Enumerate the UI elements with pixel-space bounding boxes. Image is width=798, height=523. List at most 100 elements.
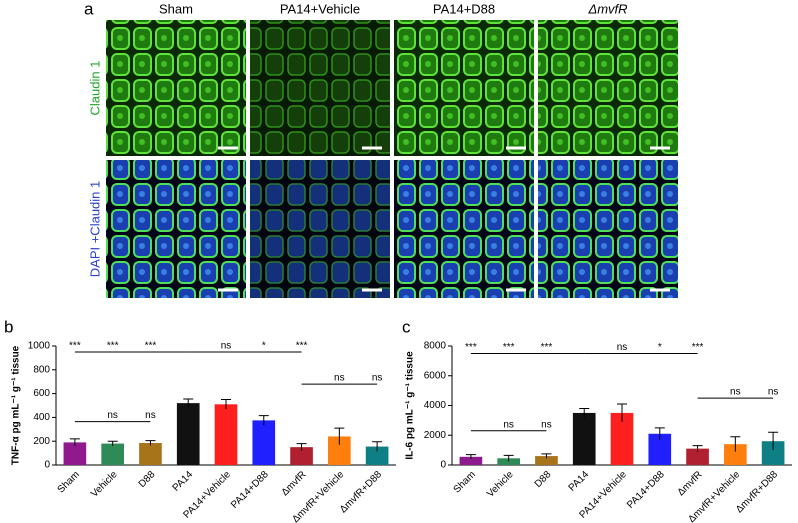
x-tick-label: PA14 (171, 469, 196, 494)
bar (365, 446, 389, 465)
row-label: DAPI +Claudin 1 (87, 181, 102, 277)
error-bar (579, 407, 590, 418)
bar (648, 433, 672, 465)
bar (214, 404, 238, 465)
image (538, 20, 678, 156)
significance-label: ns (221, 341, 232, 352)
error-bar (730, 436, 741, 452)
error-bar (69, 438, 80, 446)
image (394, 20, 534, 156)
bar (497, 458, 520, 465)
error-bar (617, 403, 627, 422)
error-bar (692, 445, 703, 452)
significance-label: *** (503, 342, 515, 353)
x-tick-label: D88 (533, 469, 554, 490)
x-tick-label: PA14+D88 (229, 469, 271, 511)
bar (459, 456, 483, 465)
bar (290, 447, 313, 465)
y-tick-label: 2000 (424, 430, 447, 441)
bar (139, 442, 162, 465)
column-header: PA14+Vehicle (280, 1, 360, 16)
error-bar (541, 453, 552, 459)
significance-label: ns (730, 387, 741, 398)
bar (686, 448, 709, 465)
bar (176, 403, 200, 465)
y-axis-label: TNF-α pg mL⁻¹ g⁻¹ tissue (11, 345, 22, 465)
x-tick-label: PA14+D88 (625, 469, 667, 511)
significance-label: *** (69, 341, 81, 352)
significance-label: *** (465, 342, 477, 353)
error-bar (465, 454, 476, 460)
significance-label: *** (107, 341, 119, 352)
x-tick-label: ΔmvfR (676, 469, 705, 498)
bar (535, 456, 558, 465)
image (538, 160, 678, 298)
image (106, 160, 246, 298)
x-tick-label: Vehicle (89, 469, 120, 500)
error-bar (372, 441, 383, 452)
bar (328, 436, 351, 465)
bar (101, 443, 124, 465)
error-bar (107, 440, 118, 446)
x-tick-label: D88 (137, 469, 158, 490)
significance-label: *** (692, 342, 704, 353)
bar (761, 441, 785, 465)
x-tick-label: ΔmvfR (280, 469, 309, 498)
column-header: ΔmvfR (587, 1, 627, 16)
x-tick-label: PA14 (567, 469, 592, 494)
column-header: PA14+D88 (433, 1, 495, 16)
y-tick-label: 0 (44, 460, 50, 471)
error-bar (768, 431, 779, 451)
y-tick-label: 0 (440, 460, 446, 471)
y-tick-label: 400 (33, 412, 50, 423)
column-header: Sham (159, 1, 193, 16)
y-tick-label: 800 (33, 364, 50, 375)
error-bar (221, 399, 231, 410)
bar (610, 412, 634, 465)
significance-label: *** (541, 342, 553, 353)
significance-label: ns (107, 410, 118, 421)
image (394, 160, 534, 298)
y-tick-label: 6000 (424, 370, 447, 381)
bar (252, 420, 276, 465)
panel-label: c (402, 317, 411, 336)
significance-label: ns (541, 419, 552, 430)
image (106, 20, 246, 156)
y-tick-label: 1000 (28, 341, 51, 352)
error-bar (296, 443, 307, 451)
significance-label: *** (145, 341, 157, 352)
y-tick-label: 200 (33, 436, 50, 447)
significance-label: ns (768, 387, 779, 398)
x-tick-label: Sham (452, 469, 478, 495)
x-tick-label: Vehicle (485, 469, 516, 500)
image (250, 160, 390, 298)
error-bar (503, 454, 514, 462)
y-axis-label: IL-6 pg mL⁻¹ g⁻¹ tissue (405, 351, 416, 460)
significance-label: ns (145, 410, 156, 421)
bar (724, 444, 747, 465)
y-tick-label: 8000 (424, 341, 447, 352)
y-tick-label: 4000 (424, 400, 447, 411)
error-bar (654, 427, 665, 440)
micrographs (106, 20, 678, 298)
panel-label: b (4, 317, 13, 336)
error-bar (334, 427, 345, 445)
error-bar (258, 415, 269, 426)
significance-label: *** (296, 341, 308, 352)
panel-label: a (84, 0, 94, 18)
significance-label: * (262, 341, 266, 352)
row-label: Claudin 1 (87, 61, 102, 116)
y-tick-label: 600 (33, 388, 50, 399)
x-tick-label: Sham (56, 469, 82, 495)
significance-label: ns (334, 373, 345, 384)
error-bar (145, 440, 156, 446)
bar (63, 442, 87, 465)
significance-label: ns (617, 342, 628, 353)
image (250, 20, 390, 156)
significance-label: ns (372, 373, 383, 384)
significance-label: ns (503, 419, 514, 430)
error-bar (183, 398, 194, 408)
significance-label: * (658, 342, 662, 353)
